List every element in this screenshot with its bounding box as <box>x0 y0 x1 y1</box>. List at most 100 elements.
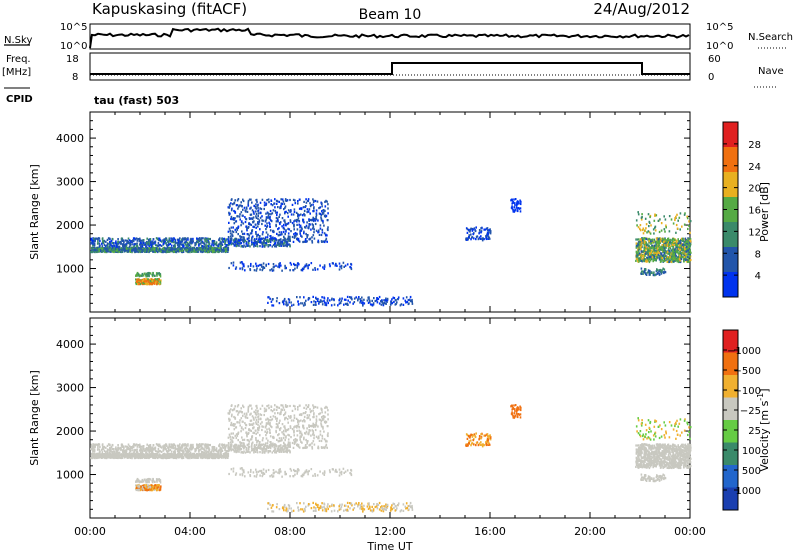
power-echo <box>189 241 192 244</box>
power-echo <box>179 250 181 253</box>
power-echo <box>136 248 138 251</box>
power-echo <box>131 240 133 243</box>
power-echo <box>306 208 309 211</box>
power-echo <box>663 256 665 259</box>
power-echo <box>229 229 231 232</box>
power-echo <box>324 200 326 203</box>
power-echo <box>325 302 327 305</box>
power-echo <box>159 275 162 278</box>
power-echo <box>689 239 692 242</box>
power-echo <box>257 222 260 225</box>
power-echo <box>154 240 157 243</box>
power-echo <box>639 259 642 262</box>
power-echo <box>324 209 326 212</box>
power-echo <box>184 243 187 246</box>
power-echo <box>294 199 296 202</box>
power-echo <box>203 245 205 248</box>
power-echo <box>278 215 280 218</box>
power-echo <box>681 256 684 259</box>
power-echo <box>296 266 298 269</box>
power-echo <box>362 304 364 307</box>
power-echo <box>298 223 300 226</box>
power-echo <box>639 224 642 227</box>
power-echo <box>280 204 282 207</box>
power-echo <box>677 249 679 252</box>
power-echo <box>679 228 681 231</box>
power-echo <box>295 263 297 267</box>
power-echo <box>684 248 686 251</box>
power-echo <box>147 249 150 252</box>
power-echo <box>144 250 146 253</box>
power-echo <box>682 240 685 243</box>
velocity-echo <box>123 456 126 459</box>
power-echo <box>672 250 674 254</box>
power-echo <box>236 228 239 231</box>
power-echo <box>311 241 314 244</box>
power-echo <box>133 245 135 248</box>
power-echo <box>234 211 237 214</box>
power-echo <box>281 240 283 243</box>
power-echo <box>321 228 324 231</box>
power-echo <box>343 303 345 306</box>
power-echo <box>125 249 127 252</box>
power-echo <box>158 239 160 242</box>
power-echo <box>677 260 680 264</box>
power-echo <box>468 234 470 237</box>
power-echo <box>275 300 278 303</box>
power-echo <box>645 223 648 226</box>
nsearch-label: N.Search <box>748 32 793 43</box>
velocity-echo <box>173 454 176 458</box>
power-echo <box>249 245 251 248</box>
power-echo <box>645 227 647 230</box>
power-echo <box>339 297 341 300</box>
power-echo <box>90 250 92 254</box>
power-echo <box>326 200 328 203</box>
power-echo <box>270 238 273 241</box>
power-echo <box>667 249 670 252</box>
power-echo <box>656 272 659 275</box>
power-echo <box>277 228 279 231</box>
power-echo <box>131 249 133 252</box>
power-echo <box>644 229 646 233</box>
power-echo <box>307 264 309 268</box>
power-echo <box>642 272 644 275</box>
power-echo <box>177 249 180 252</box>
power-echo <box>239 213 241 216</box>
power-echo <box>260 263 263 266</box>
power-echo <box>635 219 638 222</box>
power-echo <box>642 232 645 235</box>
power-echo <box>97 248 99 251</box>
power-echo <box>658 270 660 273</box>
power-echo <box>234 267 237 270</box>
power-echo <box>147 250 149 253</box>
power-echo <box>219 237 221 240</box>
power-echo <box>207 245 210 248</box>
power-echo <box>304 238 307 241</box>
velocity-echo <box>132 452 135 455</box>
velocity-echo <box>218 456 221 459</box>
power-echo <box>283 235 285 238</box>
power-echo <box>297 303 300 306</box>
power-echo <box>510 206 513 209</box>
velocity-echo <box>174 452 176 455</box>
power-echo <box>277 217 279 220</box>
power-echo <box>278 240 280 243</box>
power-echo <box>644 244 646 247</box>
power-echo <box>642 270 644 273</box>
power-echo <box>358 296 360 299</box>
power-echo <box>666 244 668 247</box>
power-echo <box>326 240 328 243</box>
y-tick-label: 1000 <box>56 263 84 276</box>
velocity-echo <box>114 455 117 458</box>
power-echo <box>233 217 235 220</box>
velocity-echo <box>146 455 148 458</box>
power-echo <box>266 240 268 243</box>
power-echo <box>392 296 395 299</box>
power-echo <box>250 262 252 266</box>
power-echo <box>641 213 643 216</box>
power-echo <box>245 241 248 244</box>
power-echo <box>660 272 663 275</box>
power-echo <box>318 233 321 236</box>
power-echo <box>519 210 522 213</box>
